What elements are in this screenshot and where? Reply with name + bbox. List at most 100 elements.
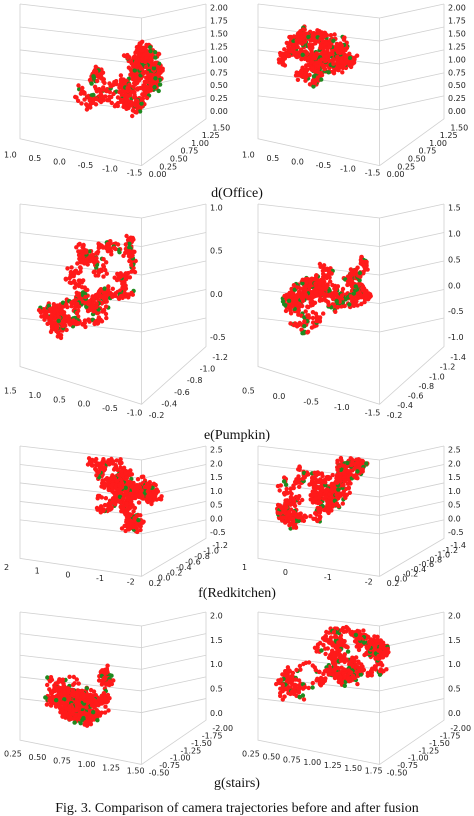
trajectory-point-red — [141, 83, 146, 88]
trajectory-point-red — [99, 319, 105, 324]
pane-grid — [19, 203, 207, 405]
z-tick-label: 0.5 — [210, 247, 223, 256]
trajectory-point-red — [94, 456, 99, 462]
trajectory-point-red — [126, 65, 132, 70]
trajectory-point-red — [91, 100, 96, 105]
trajectory-point-green — [286, 298, 292, 303]
trajectory-point-red — [334, 66, 340, 71]
pane-line — [141, 260, 207, 276]
x-tick-label: -1 — [96, 574, 104, 583]
pane-line — [379, 519, 445, 535]
trajectory-point-red — [321, 311, 326, 316]
trajectory-point-red — [143, 58, 148, 64]
trajectory-point-red — [133, 258, 138, 264]
x-tick-label: 0.0 — [53, 158, 66, 167]
trajectory-point-red — [329, 488, 334, 494]
trajectory-point-red — [124, 106, 129, 112]
pane-line — [379, 482, 445, 498]
trajectory-point-red — [111, 91, 116, 97]
trajectory-point-red — [92, 260, 97, 265]
pane-line — [141, 464, 207, 479]
z-tick-label: 0.0 — [448, 281, 461, 290]
trajectory-point-red — [331, 57, 336, 63]
trajectory-point-red — [101, 257, 106, 262]
trajectory-point-green — [311, 84, 316, 89]
trajectory-point-red — [129, 499, 134, 504]
trajectory-point-red — [144, 85, 150, 91]
trajectory-point-red — [275, 510, 280, 515]
pane-line — [141, 26, 207, 42]
plot-panel: 1.00.50.0-0.51.5 1.0 0.5 0.0 -0.5 -1.0 -0.2-0.… — [4, 204, 228, 420]
trajectory-point-red — [300, 298, 306, 303]
trajectory-point-red — [134, 76, 139, 81]
z-tick-label: 1.50 — [448, 29, 466, 38]
trajectory-point-red — [275, 502, 281, 508]
trajectory-point-red — [303, 67, 308, 72]
trajectory-point-red — [129, 269, 134, 274]
trajectory-point-red — [150, 76, 155, 81]
trajectory-point-red — [61, 320, 66, 325]
trajectory-point-red — [295, 309, 301, 315]
trajectory-point-red — [285, 498, 290, 503]
trajectory-point-red — [159, 494, 164, 499]
x-tick-label: -1 — [324, 573, 332, 582]
z-tick-label: 0.75 — [448, 68, 466, 77]
trajectory-point-red — [71, 674, 77, 680]
trajectory-point-red — [121, 253, 126, 258]
trajectory-point-green — [56, 318, 61, 324]
trajectory-point-red — [311, 36, 316, 41]
trajectory-point-green — [137, 109, 143, 114]
trajectory-point-red — [280, 515, 286, 520]
trajectory-point-red — [284, 505, 289, 510]
trajectory-point-red — [132, 269, 138, 275]
pane-line — [141, 698, 207, 713]
trajectory-point-red — [94, 251, 99, 256]
trajectory-point-green — [151, 66, 157, 71]
trajectory-point-red — [308, 46, 313, 52]
trajectory-point-red — [103, 704, 108, 709]
trajectory-point-red — [131, 55, 136, 60]
trajectory-point-red — [333, 309, 338, 314]
trajectory-point-red — [76, 681, 81, 686]
z-tick-label: -0.5 — [448, 307, 464, 316]
trajectory-point-red — [119, 92, 125, 97]
y-tick-label: -0.2 — [387, 411, 403, 420]
trajectory-point-red — [55, 334, 60, 339]
trajectory-point-red — [64, 327, 69, 333]
pane-line — [141, 633, 207, 649]
trajectory-point-red — [138, 41, 143, 47]
trajectory-point-red — [106, 708, 111, 713]
trajectory-point-red — [154, 497, 159, 502]
trajectory-point-green — [156, 88, 161, 94]
pane-line — [19, 49, 142, 65]
y-tick-label: -0.6 — [174, 388, 190, 397]
trajectory-point-red — [360, 285, 365, 291]
trajectory-point-red — [107, 89, 113, 95]
y-tick-label: -0.4 — [397, 401, 413, 410]
trajectory-point-red — [76, 242, 81, 247]
trajectory-point-green — [153, 76, 158, 81]
trajectory-point-red — [315, 518, 320, 524]
trajectory-point-red — [328, 33, 334, 38]
trajectory-point-red — [341, 36, 346, 41]
trajectory-point-green — [95, 718, 100, 723]
y-tick-label: 0.00 — [149, 170, 167, 179]
trajectory-point-red — [48, 703, 54, 708]
pane-line — [141, 317, 207, 333]
trajectory-point-red — [122, 287, 128, 292]
trajectory-point-green — [302, 324, 307, 329]
trajectory-point-red — [338, 64, 344, 69]
y-tick-label: 1.50 — [450, 123, 468, 132]
trajectory-point-red — [118, 73, 124, 78]
trajectory-point-red — [150, 73, 155, 78]
trajectory-point-red — [48, 306, 53, 312]
trajectory-point-red — [291, 510, 297, 515]
pane-line — [141, 232, 207, 247]
trajectory-point-red — [109, 292, 114, 297]
x-tick-label: -0.5 — [303, 398, 319, 407]
trajectory-point-red — [117, 483, 122, 488]
trajectory-point-red — [134, 522, 139, 527]
trajectory-point-red — [288, 311, 294, 316]
x-tick-label: 0.0 — [291, 158, 304, 167]
trajectory-point-red — [364, 259, 369, 265]
